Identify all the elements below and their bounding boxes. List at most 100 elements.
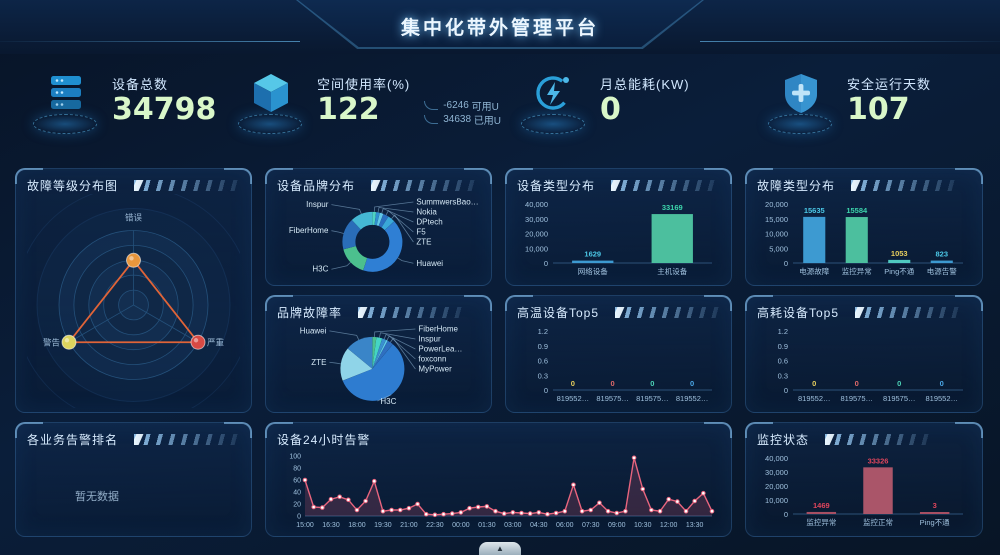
stat-monthly-energy: 月总能耗(KW) 0 (518, 62, 690, 152)
stat-label: 设备总数 (112, 77, 169, 92)
title-banner (298, 0, 702, 47)
svg-text:ZTE: ZTE (416, 238, 431, 247)
stat-total-devices: 设备总数 34798 (30, 62, 216, 152)
svg-text:00:00: 00:00 (452, 522, 470, 529)
panel-fault-type: 故障类型分布 0 5,000 10,000 15,000 20,000 15635 电源故障… (745, 168, 983, 286)
svg-text:18:00: 18:00 (348, 522, 366, 529)
svg-text:FiberHome: FiberHome (289, 226, 329, 235)
header-accent-line-left (0, 41, 300, 42)
svg-text:监控正常: 监控正常 (863, 517, 893, 527)
svg-text:0: 0 (784, 510, 788, 519)
svg-text:15584: 15584 (846, 206, 868, 215)
svg-text:0: 0 (784, 386, 788, 395)
panel-title: 高温设备Top5 (517, 305, 600, 320)
stat-space-usage: 空间使用率(%) 122 -6246 可用U 34638 已用U (235, 62, 501, 152)
header-accent-line-right (700, 41, 1000, 42)
bolt-icon (536, 76, 570, 110)
svg-text:0: 0 (784, 259, 788, 268)
svg-text:ZTE: ZTE (311, 358, 326, 367)
svg-text:5,000: 5,000 (769, 244, 788, 253)
icon-pedestal (521, 114, 585, 134)
svg-text:0: 0 (690, 379, 694, 388)
svg-text:Nokia: Nokia (416, 208, 437, 217)
svg-text:Huawei: Huawei (416, 259, 443, 268)
fault-type-bar-chart: 0 5,000 10,000 15,000 20,000 15635 电源故障 15584 监控… (757, 194, 971, 281)
stat-label: 空间使用率(%) (317, 77, 411, 92)
high-temp-bar-chart: 0 0.3 0.6 0.9 1.2 0 819552… 0 819575… 0 819575… 0 81… (517, 321, 720, 408)
svg-text:60: 60 (293, 478, 301, 485)
svg-text:13:30: 13:30 (686, 522, 704, 529)
device-type-bar-chart: 0 10,000 20,000 30,000 40,000 1629 网络设备 33169 主机… (517, 194, 720, 281)
svg-text:0: 0 (940, 379, 944, 388)
svg-text:H3C: H3C (312, 265, 328, 274)
svg-text:1053: 1053 (891, 249, 908, 258)
slash-decoration-icon (131, 179, 243, 191)
slash-decoration-icon (852, 306, 964, 318)
panel-brand-distribution: 设备品牌分布 Inspur FiberHome H3C SummwersBao… Nok… (265, 168, 492, 286)
icon-pedestal (33, 114, 97, 134)
svg-text:0.6: 0.6 (778, 357, 788, 366)
top-header: 集中化带外管理平台 (0, 0, 1000, 54)
svg-text:80: 80 (293, 466, 301, 473)
panel-title: 设备24小时告警 (277, 432, 371, 447)
svg-text:04:30: 04:30 (530, 522, 548, 529)
svg-text:1.2: 1.2 (778, 327, 788, 336)
slash-decoration-icon (131, 433, 243, 445)
svg-text:819575…: 819575… (596, 394, 629, 403)
brand-fault-pie-chart: Huawei ZTE FiberHome Inspur PowerLea… foxconn… (277, 321, 480, 408)
svg-text:06:00: 06:00 (556, 522, 574, 529)
icon-pedestal (768, 114, 832, 134)
no-data-text: 暂无数据 (75, 491, 119, 503)
svg-text:819575…: 819575… (636, 394, 669, 403)
available-u-value: -6246 (443, 99, 469, 111)
svg-text:40,000: 40,000 (765, 454, 788, 463)
bracket-shape (424, 100, 439, 110)
svg-text:0.9: 0.9 (538, 342, 548, 351)
panel-title: 设备品牌分布 (277, 178, 356, 193)
alarms-24h-line-chart: 0 20 40 60 80 100 15:00 16:30 18:00 19:30 21:00 22:… (277, 448, 720, 532)
stat-safe-days: 安全运行天数 107 (765, 62, 931, 152)
svg-text:19:30: 19:30 (374, 522, 392, 529)
collapse-button[interactable]: ▲ (479, 542, 521, 555)
svg-text:0: 0 (650, 379, 654, 388)
svg-text:07:30: 07:30 (582, 522, 600, 529)
svg-text:20,000: 20,000 (765, 482, 788, 491)
svg-text:33169: 33169 (662, 203, 683, 212)
svg-text:20: 20 (293, 502, 301, 509)
svg-text:12:00: 12:00 (660, 522, 678, 529)
dashboard-grid: 故障等级分布图 错误 严重 警告 设备品牌分布 Inspur FiberHome H3C… (15, 168, 983, 540)
svg-text:0: 0 (544, 386, 548, 395)
svg-text:0: 0 (297, 514, 301, 521)
svg-text:电源故障: 电源故障 (799, 266, 829, 276)
slash-decoration-icon (612, 306, 724, 318)
monitor-status-bar-chart: 0 10,000 20,000 30,000 40,000 1469 监控异常 33326 监控… (757, 448, 971, 532)
svg-text:20,000: 20,000 (525, 230, 548, 239)
panel-title: 监控状态 (757, 432, 810, 447)
svg-text:foxconn: foxconn (418, 355, 446, 364)
svg-text:Huawei: Huawei (300, 326, 327, 335)
svg-text:819552…: 819552… (925, 394, 958, 403)
svg-text:30,000: 30,000 (765, 468, 788, 477)
panel-fault-level: 故障等级分布图 错误 严重 警告 (15, 168, 252, 413)
svg-text:15,000: 15,000 (765, 215, 788, 224)
space-usage-detail: -6246 可用U 34638 已用U (424, 62, 501, 127)
bracket-shape (424, 114, 439, 124)
stat-label: 安全运行天数 (847, 77, 932, 92)
svg-text:MyPower: MyPower (418, 365, 452, 374)
svg-text:10,000: 10,000 (765, 230, 788, 239)
svg-text:主机设备: 主机设备 (657, 266, 687, 276)
svg-text:0: 0 (544, 259, 548, 268)
svg-text:819575…: 819575… (883, 394, 916, 403)
fault-level-radar-chart: 错误 严重 警告 (27, 194, 240, 408)
stat-value: 0 (600, 92, 621, 127)
svg-text:0.6: 0.6 (538, 357, 548, 366)
cube-icon (254, 74, 288, 112)
svg-text:FiberHome: FiberHome (418, 325, 458, 334)
stat-label: 月总能耗(KW) (600, 77, 690, 92)
panel-title: 故障类型分布 (757, 178, 836, 193)
stat-value: 34798 (112, 92, 217, 127)
svg-text:40: 40 (293, 490, 301, 497)
svg-text:30,000: 30,000 (525, 215, 548, 224)
svg-text:0.9: 0.9 (778, 342, 788, 351)
svg-text:15:00: 15:00 (296, 522, 314, 529)
